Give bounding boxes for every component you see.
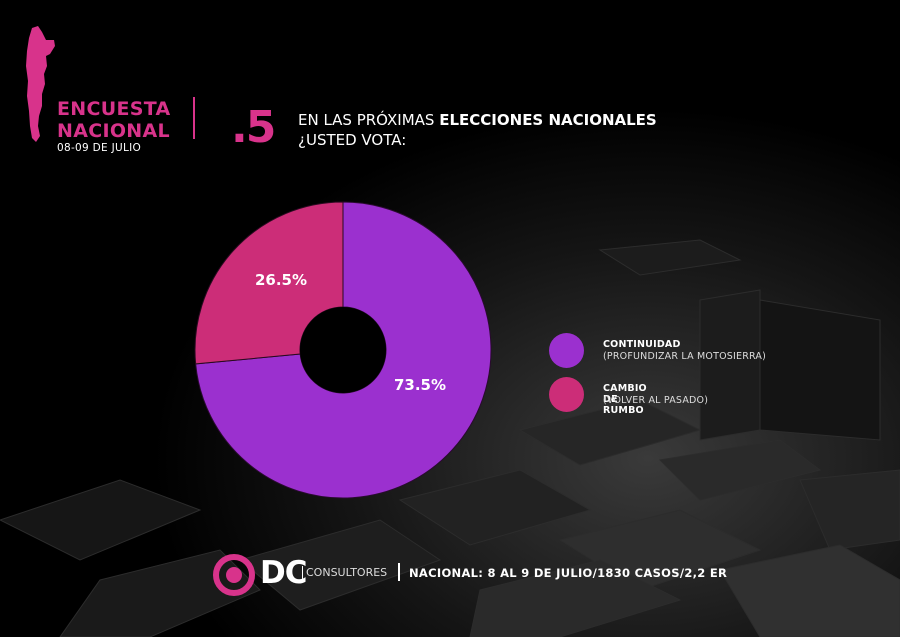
brand-title: ENCUESTA NACIONAL — [57, 98, 171, 142]
question-line-1: EN LAS PRÓXIMAS ELECCIONES NACIONALES — [298, 110, 657, 130]
donut-hole — [300, 307, 386, 393]
survey-date: 08-09 DE JULIO — [57, 142, 142, 154]
footer-logo-subtitle: CONSULTORES — [306, 566, 388, 579]
brand-line-2: NACIONAL — [57, 120, 170, 142]
dc-target-logo-icon — [213, 554, 255, 596]
legend-title: CONTINUIDAD — [603, 339, 681, 350]
footer-divider — [398, 563, 400, 581]
question-text: EN LAS PRÓXIMAS ELECCIONES NACIONALES ¿U… — [298, 110, 657, 150]
label-cambio: 26.5% — [255, 271, 307, 289]
legend-swatch-continuidad — [549, 333, 584, 368]
footer-survey-info: NACIONAL: 8 AL 9 DE JULIO/1830 CASOS/2,2… — [409, 566, 728, 580]
legend-subtitle: (VOLVER AL PASADO) — [603, 395, 709, 406]
footer-logo-divider — [302, 566, 303, 580]
legend-subtitle: (PROFUNDIZAR LA MOTOSIERRA) — [603, 351, 767, 362]
question-number: .5 — [231, 102, 276, 153]
question-regular: EN LAS PRÓXIMAS — [298, 111, 440, 129]
argentina-map-icon — [26, 26, 55, 142]
legend-swatch-cambio — [549, 377, 584, 412]
legend-title: CAMBIO DE RUMBO — [603, 383, 647, 416]
header-divider — [193, 97, 195, 139]
brand-line-1: ENCUESTA — [57, 98, 171, 120]
question-bold: ELECCIONES NACIONALES — [439, 111, 657, 129]
footer-logo-text: DC — [260, 555, 307, 591]
label-continuidad: 73.5% — [394, 376, 446, 394]
question-line-2: ¿USTED VOTA: — [298, 131, 407, 149]
